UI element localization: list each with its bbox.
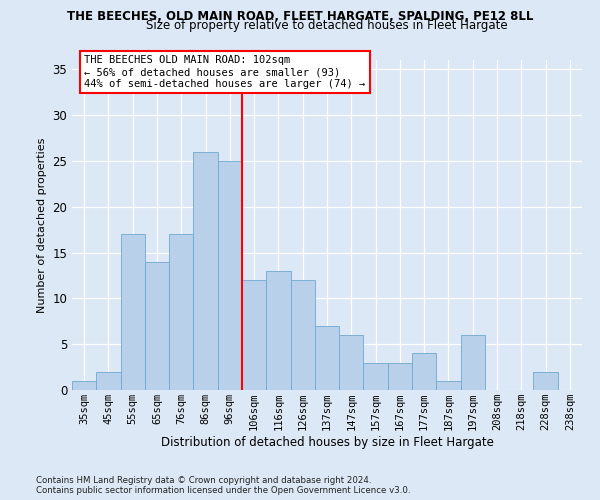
Bar — [364, 362, 388, 390]
Bar — [412, 354, 436, 390]
Bar — [96, 372, 121, 390]
X-axis label: Distribution of detached houses by size in Fleet Hargate: Distribution of detached houses by size … — [161, 436, 493, 449]
Title: Size of property relative to detached houses in Fleet Hargate: Size of property relative to detached ho… — [146, 20, 508, 32]
Bar — [533, 372, 558, 390]
Bar — [388, 362, 412, 390]
Bar — [339, 335, 364, 390]
Bar — [461, 335, 485, 390]
Bar — [436, 381, 461, 390]
Y-axis label: Number of detached properties: Number of detached properties — [37, 138, 47, 312]
Bar — [121, 234, 145, 390]
Text: THE BEECHES OLD MAIN ROAD: 102sqm
← 56% of detached houses are smaller (93)
44% : THE BEECHES OLD MAIN ROAD: 102sqm ← 56% … — [84, 56, 365, 88]
Bar — [218, 161, 242, 390]
Bar — [193, 152, 218, 390]
Bar — [266, 271, 290, 390]
Bar — [72, 381, 96, 390]
Bar — [242, 280, 266, 390]
Text: THE BEECHES, OLD MAIN ROAD, FLEET HARGATE, SPALDING, PE12 8LL: THE BEECHES, OLD MAIN ROAD, FLEET HARGAT… — [67, 10, 533, 23]
Text: Contains HM Land Registry data © Crown copyright and database right 2024.
Contai: Contains HM Land Registry data © Crown c… — [36, 476, 410, 495]
Bar — [169, 234, 193, 390]
Bar — [290, 280, 315, 390]
Bar — [315, 326, 339, 390]
Bar — [145, 262, 169, 390]
